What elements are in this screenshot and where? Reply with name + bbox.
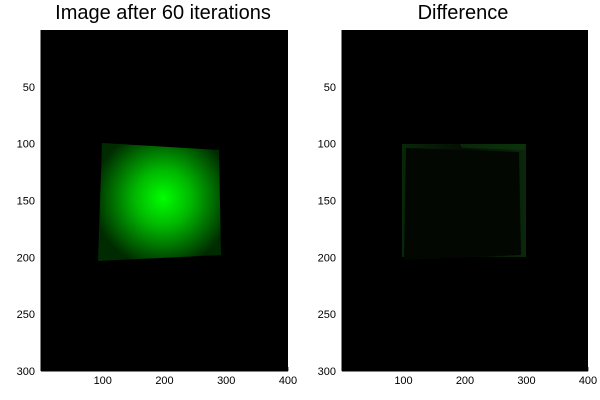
chart-title: Image after 60 iterations bbox=[55, 2, 271, 24]
y-tick-label: 100 bbox=[318, 139, 336, 151]
image-region bbox=[98, 143, 221, 261]
chart-title: Difference bbox=[418, 2, 509, 24]
x-tick-label: 300 bbox=[217, 375, 235, 387]
panel-left: Image after 60 iterations 100 200 300 400 50… bbox=[17, 2, 298, 387]
x-tick-label: 300 bbox=[517, 375, 535, 387]
x-tick-label: 200 bbox=[456, 375, 474, 387]
tick-group: 100 200 300 400 50 100 150 200 250 300 bbox=[318, 82, 598, 387]
y-tick-label: 300 bbox=[17, 366, 35, 378]
y-tick-label: 200 bbox=[17, 252, 35, 264]
panel-right: Difference 100 200 300 400 50 100 150 200 250 300 bbox=[318, 2, 598, 387]
y-tick-label: 250 bbox=[17, 309, 35, 321]
x-tick-label: 100 bbox=[94, 375, 112, 387]
y-tick-label: 150 bbox=[318, 196, 336, 208]
x-tick-label: 400 bbox=[279, 375, 297, 387]
y-tick-label: 150 bbox=[17, 196, 35, 208]
y-tick-label: 300 bbox=[318, 366, 336, 378]
y-tick-label: 200 bbox=[318, 252, 336, 264]
tick-group: 100 200 300 400 50 100 150 200 250 300 bbox=[17, 82, 298, 387]
difference-inner-region bbox=[404, 148, 521, 260]
y-tick-label: 100 bbox=[17, 139, 35, 151]
y-tick-label: 50 bbox=[23, 82, 35, 94]
x-tick-label: 400 bbox=[579, 375, 597, 387]
y-tick-label: 50 bbox=[324, 82, 336, 94]
x-tick-label: 200 bbox=[155, 375, 173, 387]
x-tick-label: 100 bbox=[394, 375, 412, 387]
difference-top-strip bbox=[460, 144, 526, 150]
y-tick-label: 250 bbox=[318, 309, 336, 321]
